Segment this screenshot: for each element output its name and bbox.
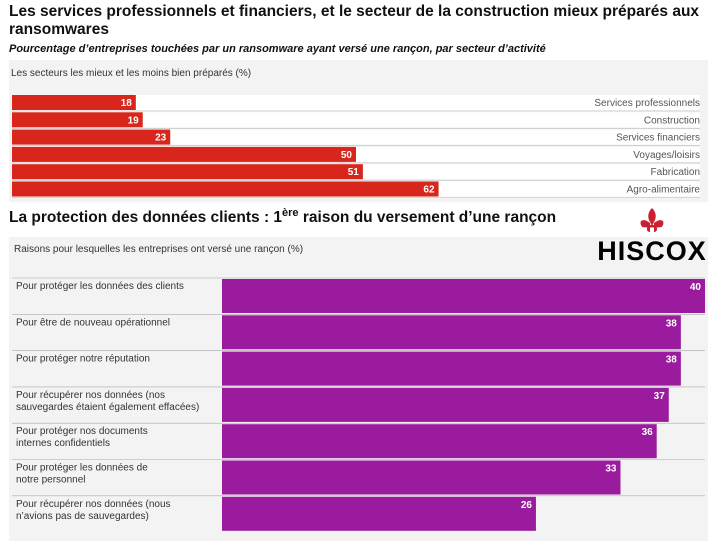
chart1-category-label: Agro-alimentaire <box>627 185 701 196</box>
chart2-category-label: Pour récupérer nos données (nous <box>16 499 171 510</box>
chart2-category-label: Pour récupérer nos données (nos <box>16 390 165 401</box>
chart1-data-label: 18 <box>121 98 133 109</box>
chart2-bar <box>222 279 705 313</box>
chart1-data-label: 19 <box>128 115 140 126</box>
chart1-bar <box>12 95 136 110</box>
chart1-data-label: 23 <box>155 133 167 144</box>
chart1-row-track <box>12 95 700 110</box>
chart1-bar <box>12 164 363 180</box>
chart1-bar <box>12 112 143 128</box>
chart2-data-label: 38 <box>666 355 678 366</box>
chart2-bar <box>222 387 669 422</box>
chart1-data-label: 51 <box>348 167 360 178</box>
chart2-data-label: 33 <box>605 464 617 475</box>
chart2-data-label: 38 <box>666 318 678 329</box>
chart1-data-label: 50 <box>341 150 353 161</box>
chart1-category-label: Services professionnels <box>594 98 700 109</box>
chart2-category-label: Pour protéger nos documents <box>16 426 148 437</box>
chart1-category-label: Voyages/loisirs <box>633 150 700 161</box>
chart2-category-label: internes confidentiels <box>16 438 110 449</box>
chart1-category-label: Construction <box>644 115 700 126</box>
chart2-subtitle: Raisons pour lesquelles les entreprises … <box>14 244 304 255</box>
section2-title: La protection des données clients : 1ère… <box>9 207 556 227</box>
chart1-data-label: 62 <box>423 185 435 196</box>
chart1-category-label: Services financiers <box>616 133 700 144</box>
section2-title-rest: raison du versement d’une rançon <box>298 209 557 227</box>
chart2-category-label: notre personnel <box>16 475 86 486</box>
chart1-category-label: Fabrication <box>651 167 700 178</box>
chart1-bar <box>12 129 171 145</box>
chart2-category-label: Pour protéger les données des clients <box>16 281 184 292</box>
chart2-bar <box>222 460 621 495</box>
chart2-bar <box>222 496 536 531</box>
chart2-category-label: n’avions pas de sauvegardes) <box>16 511 149 522</box>
section2-title-sup: ère <box>282 207 299 219</box>
chart1-bar <box>12 146 356 162</box>
chart2-category-label: Pour être de nouveau opérationnel <box>16 317 170 328</box>
chart2-data-label: 40 <box>690 282 702 293</box>
section2-title-main: La protection des données clients : 1 <box>9 209 283 227</box>
chart2-bar <box>222 315 681 350</box>
chart1-row-track <box>12 112 700 128</box>
chart2-category-label: sauvegardes étaient également effacées) <box>16 402 199 413</box>
chart-subtitle: Pourcentage d’entreprises touchées par u… <box>9 43 546 55</box>
hiscox-fleur-de-lis-icon <box>640 208 664 232</box>
chart2-bar <box>222 351 681 386</box>
chart2-data-label: 26 <box>521 500 533 511</box>
chart1-subtitle: Les secteurs les mieux et les moins bien… <box>11 68 252 79</box>
chart2-data-label: 36 <box>642 427 654 438</box>
chart1-row-track <box>12 129 700 145</box>
chart2-category-label: Pour protéger notre réputation <box>16 354 150 365</box>
chart-title: Les services professionnels et financier… <box>9 3 700 38</box>
chart2-data-label: 37 <box>654 391 666 402</box>
chart1-bar <box>12 181 439 197</box>
chart2-category-label: Pour protéger les données de <box>16 463 148 474</box>
chart2-bar <box>222 424 657 459</box>
hiscox-logo: HISCOX <box>597 236 707 266</box>
